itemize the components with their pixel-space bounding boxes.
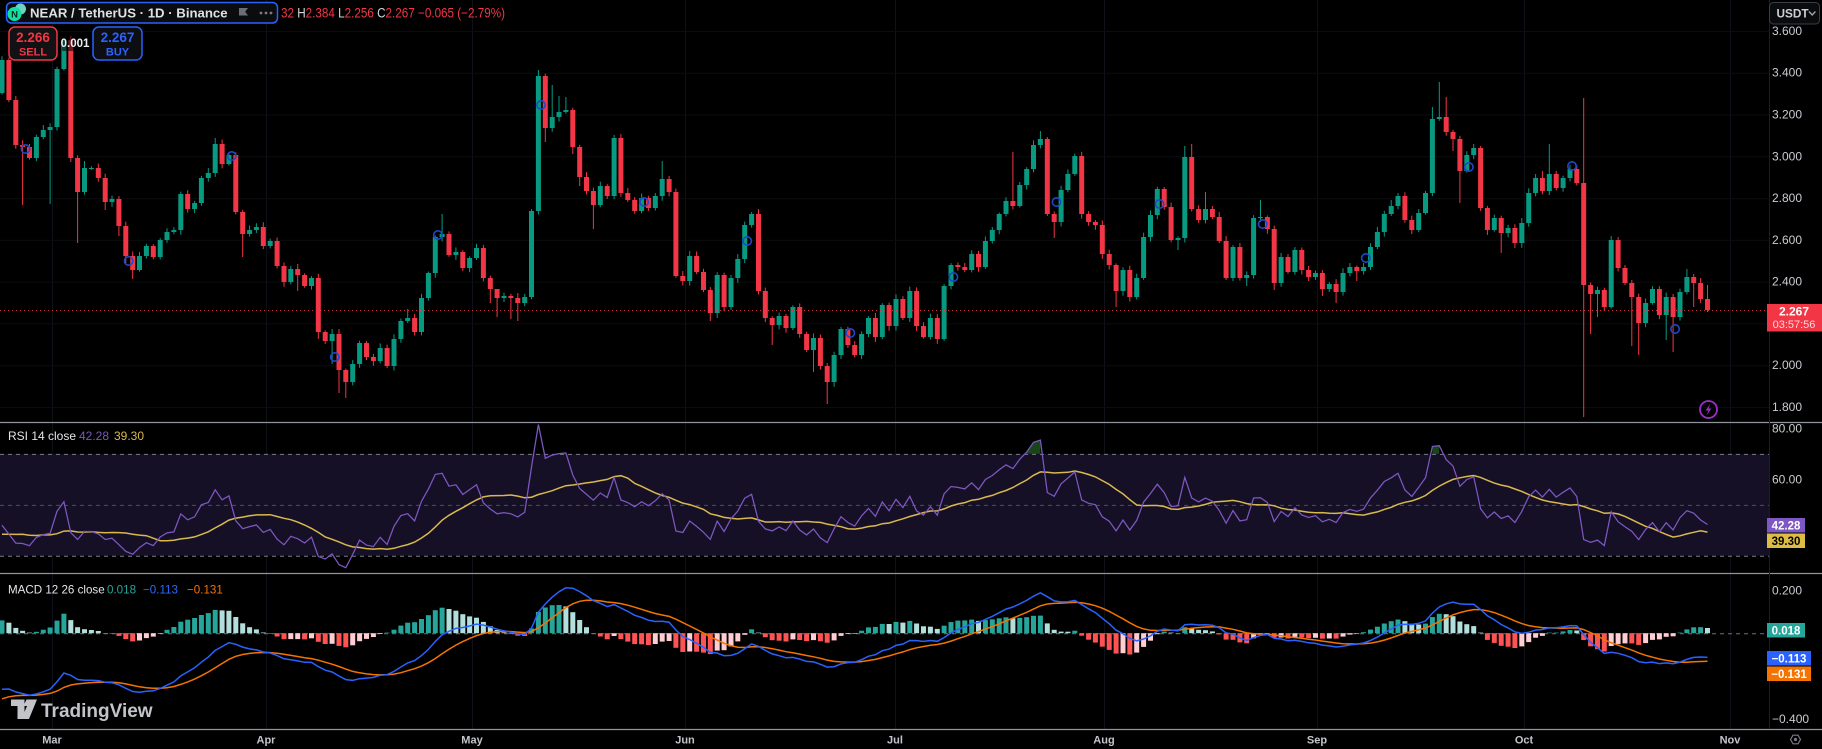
- svg-text:39.30: 39.30: [1772, 536, 1801, 548]
- svg-text:Apr: Apr: [257, 735, 277, 747]
- svg-text:42.28: 42.28: [79, 429, 109, 443]
- svg-text:−0.400: −0.400: [1772, 712, 1809, 726]
- svg-text:−0.131: −0.131: [187, 584, 223, 597]
- svg-text:May: May: [461, 735, 483, 747]
- svg-text:Aug: Aug: [1093, 735, 1114, 747]
- svg-text:3.400: 3.400: [1772, 66, 1802, 80]
- svg-text:3.600: 3.600: [1772, 24, 1802, 38]
- svg-text:32 H2.384 L2.256 C2.267 −0.065: 32 H2.384 L2.256 C2.267 −0.065 (−2.79%): [281, 6, 505, 21]
- svg-text:2.266: 2.266: [16, 30, 50, 45]
- svg-text:03:57:56: 03:57:56: [1773, 319, 1816, 331]
- svg-text:0.018: 0.018: [1772, 625, 1801, 637]
- svg-text:2.267: 2.267: [1779, 305, 1809, 319]
- svg-text:TradingView: TradingView: [41, 701, 153, 722]
- svg-text:SELL: SELL: [19, 47, 47, 59]
- svg-text:Sep: Sep: [1307, 735, 1327, 747]
- svg-text:−0.113: −0.113: [1772, 653, 1807, 665]
- svg-text:−0.113: −0.113: [143, 584, 178, 597]
- svg-text:60.00: 60.00: [1772, 472, 1802, 486]
- svg-text:2.000: 2.000: [1772, 358, 1802, 372]
- svg-text:MACD 12 26 close: MACD 12 26 close: [8, 584, 105, 597]
- svg-text:USDT: USDT: [1777, 7, 1810, 21]
- svg-text:0.018: 0.018: [107, 584, 136, 597]
- svg-text:−0.131: −0.131: [1771, 669, 1807, 681]
- svg-text:N: N: [11, 10, 18, 21]
- svg-text:3.200: 3.200: [1772, 108, 1802, 122]
- svg-text:NEAR / TetherUS · 1D · Binance: NEAR / TetherUS · 1D · Binance: [30, 6, 228, 21]
- svg-text:0.001: 0.001: [61, 38, 90, 50]
- svg-text:Mar: Mar: [42, 735, 62, 747]
- svg-text:39.30: 39.30: [114, 429, 144, 443]
- svg-text:Jul: Jul: [887, 735, 903, 747]
- svg-text:1.800: 1.800: [1772, 400, 1802, 414]
- svg-text:Oct: Oct: [1515, 735, 1534, 747]
- svg-text:BUY: BUY: [106, 47, 130, 59]
- svg-text:RSI 14 close: RSI 14 close: [8, 429, 76, 443]
- svg-text:Jun: Jun: [675, 735, 695, 747]
- svg-text:3.000: 3.000: [1772, 149, 1802, 163]
- svg-text:0.200: 0.200: [1772, 583, 1802, 597]
- svg-text:42.28: 42.28: [1772, 520, 1801, 532]
- svg-text:2.800: 2.800: [1772, 191, 1802, 205]
- svg-text:2.267: 2.267: [101, 30, 135, 45]
- svg-text:80.00: 80.00: [1772, 422, 1802, 436]
- svg-text:2.600: 2.600: [1772, 233, 1802, 247]
- svg-text:2.400: 2.400: [1772, 275, 1802, 289]
- svg-text:Nov: Nov: [1720, 735, 1742, 747]
